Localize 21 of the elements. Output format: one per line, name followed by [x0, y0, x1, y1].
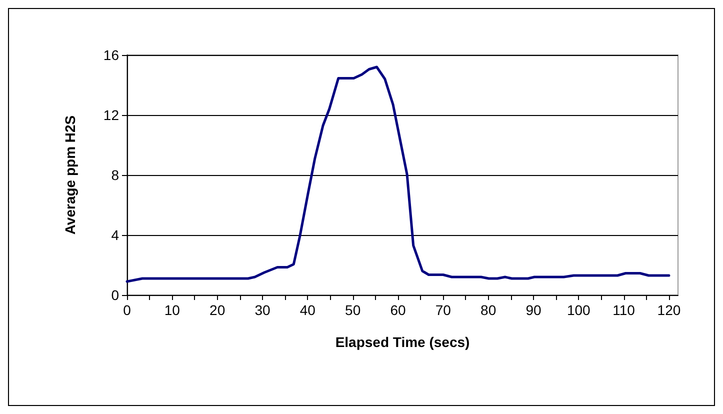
- x-tick-label: 120: [657, 302, 681, 318]
- x-tick-label: 0: [123, 302, 132, 318]
- x-tick-label: 80: [480, 302, 496, 318]
- y-tick-label: 0: [111, 287, 120, 303]
- line-series: [126, 66, 670, 283]
- x-tick-label: 50: [345, 302, 361, 318]
- y-tick-label: 12: [103, 107, 120, 123]
- y-tick-label: 16: [103, 47, 120, 63]
- x-tick-label: 10: [164, 302, 180, 318]
- y-axis-title: Average ppm H2S: [62, 115, 78, 235]
- x-axis-title: Elapsed Time (secs): [335, 334, 470, 350]
- y-tick-label: 8: [111, 167, 120, 183]
- x-tick-label: 90: [526, 302, 542, 318]
- x-tick-label: 100: [566, 302, 591, 318]
- y-tick-label: 4: [111, 227, 120, 243]
- x-tick-label: 20: [210, 302, 226, 318]
- x-tick-label: 60: [390, 302, 406, 318]
- x-tick-label: 70: [435, 302, 452, 318]
- x-tick-label: 40: [300, 302, 316, 318]
- x-tick-label: 110: [612, 302, 636, 318]
- x-tick-label: 30: [254, 302, 270, 318]
